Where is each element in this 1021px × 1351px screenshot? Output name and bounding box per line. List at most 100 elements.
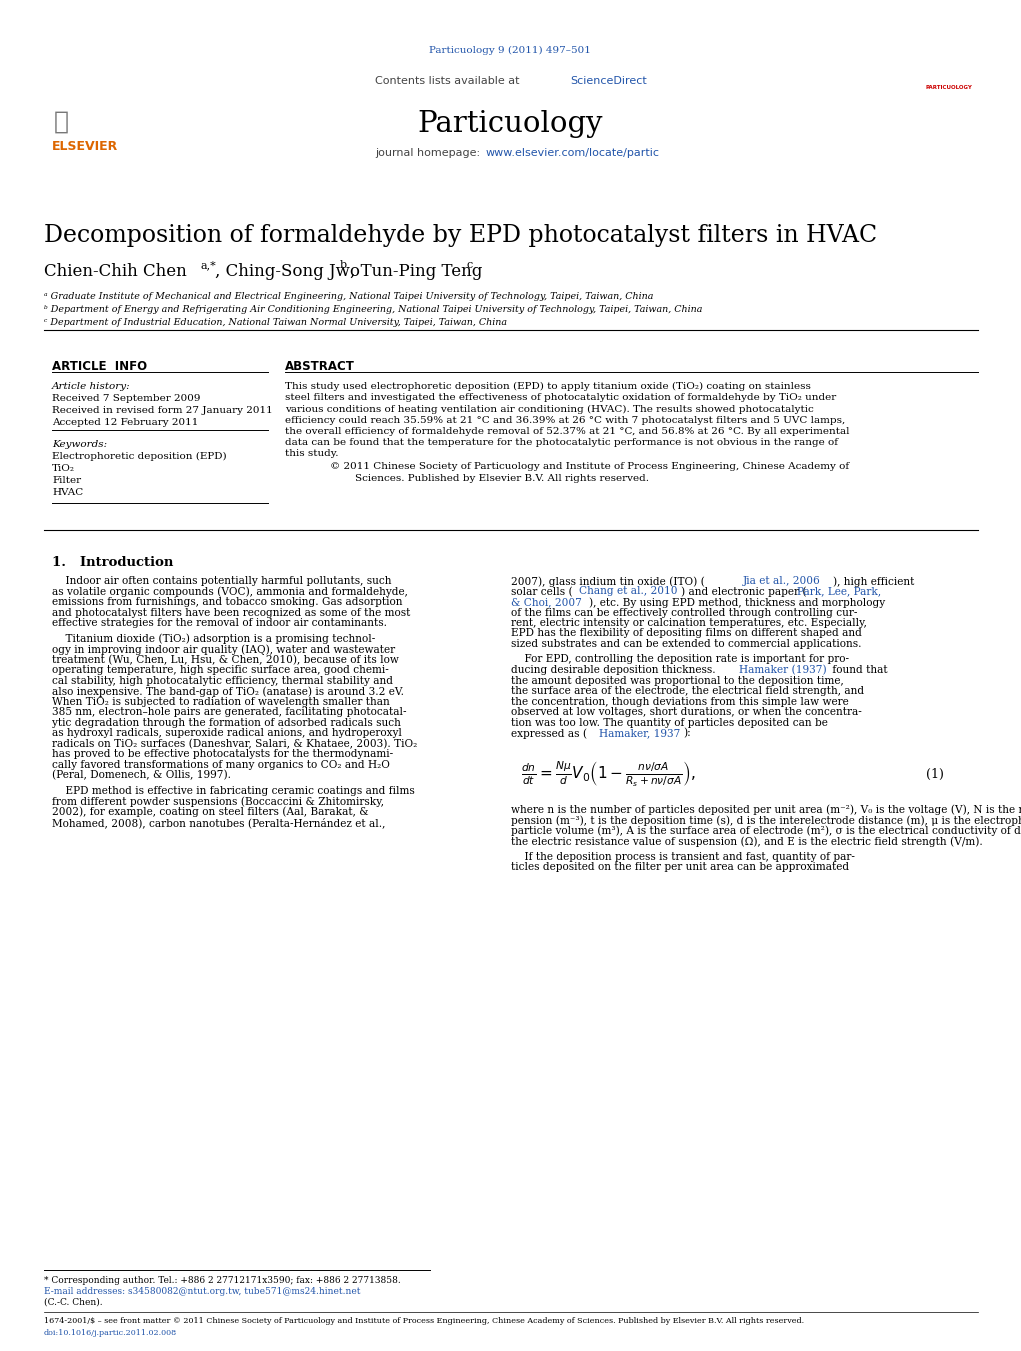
Text: Jia et al., 2006: Jia et al., 2006 (743, 576, 821, 586)
Text: Keywords:: Keywords: (52, 440, 107, 449)
Text: emissions from furnishings, and tobacco smoking. Gas adsorption: emissions from furnishings, and tobacco … (52, 597, 402, 607)
Text: ELSEVIER: ELSEVIER (52, 141, 118, 153)
Text: $\frac{dn}{dt} = \frac{N\mu}{d}V_0\left(1 - \frac{n\nu/\sigma A}{R_s + n\nu/\sig: $\frac{dn}{dt} = \frac{N\mu}{d}V_0\left(… (521, 759, 695, 789)
Text: as volatile organic compounds (VOC), ammonia and formaldehyde,: as volatile organic compounds (VOC), amm… (52, 586, 407, 597)
Text: Chang et al., 2010: Chang et al., 2010 (579, 586, 678, 597)
Text: the electric resistance value of suspension (Ω), and E is the electric field str: the electric resistance value of suspens… (510, 836, 983, 847)
Text: particle volume (m³), A is the surface area of electrode (m²), σ is the electric: particle volume (m³), A is the surface a… (510, 825, 1021, 836)
Text: as hydroxyl radicals, superoxide radical anions, and hydroperoxyl: as hydroxyl radicals, superoxide radical… (52, 728, 402, 738)
Text: , Ching-Song Jwo: , Ching-Song Jwo (215, 263, 360, 280)
Text: Received 7 September 2009: Received 7 September 2009 (52, 394, 200, 403)
Text: Hamaker, 1937: Hamaker, 1937 (599, 728, 680, 738)
Text: also inexpensive. The band-gap of TiO₂ (anatase) is around 3.2 eV.: also inexpensive. The band-gap of TiO₂ (… (52, 686, 404, 697)
Text: this study.: this study. (285, 449, 339, 458)
Text: www.elsevier.com/locate/partic: www.elsevier.com/locate/partic (486, 149, 660, 158)
Text: Park, Lee, Park,: Park, Lee, Park, (797, 586, 881, 597)
Text: ticles deposited on the filter per unit area can be approximated: ticles deposited on the filter per unit … (510, 862, 849, 871)
Text: (1): (1) (926, 767, 943, 781)
Text: b: b (340, 259, 347, 270)
Text: journal homepage:: journal homepage: (375, 149, 487, 158)
Text: Sciences. Published by Elsevier B.V. All rights reserved.: Sciences. Published by Elsevier B.V. All… (355, 474, 649, 482)
Text: the surface area of the electrode, the electrical field strength, and: the surface area of the electrode, the e… (510, 686, 864, 696)
Text: Decomposition of formaldehyde by EPD photocatalyst filters in HVAC: Decomposition of formaldehyde by EPD pho… (44, 224, 877, 247)
Text: where n is the number of particles deposited per unit area (m⁻²), V₀ is the volt: where n is the number of particles depos… (510, 804, 1021, 815)
Text: Accepted 12 February 2011: Accepted 12 February 2011 (52, 417, 198, 427)
Text: effective strategies for the removal of indoor air contaminants.: effective strategies for the removal of … (52, 617, 387, 628)
Text: Indoor air often contains potentially harmful pollutants, such: Indoor air often contains potentially ha… (52, 576, 391, 586)
Text: EPD method is effective in fabricating ceramic coatings and films: EPD method is effective in fabricating c… (52, 785, 415, 796)
Text: Particuology: Particuology (418, 109, 602, 138)
Text: ) and electronic paper (: ) and electronic paper ( (681, 586, 807, 597)
Text: This study used electrophoretic deposition (EPD) to apply titanium oxide (TiO₂) : This study used electrophoretic depositi… (285, 382, 811, 392)
Text: has proved to be effective photocatalysts for the thermodynami-: has proved to be effective photocatalyst… (52, 748, 393, 759)
Text: ), etc. By using EPD method, thickness and morphology: ), etc. By using EPD method, thickness a… (589, 597, 885, 608)
Text: the concentration, though deviations from this simple law were: the concentration, though deviations fro… (510, 697, 848, 707)
Text: from different powder suspensions (Boccaccini & Zhitomirsky,: from different powder suspensions (Bocca… (52, 796, 384, 807)
Text: ᶜ Department of Industrial Education, National Taiwan Normal University, Taipei,: ᶜ Department of Industrial Education, Na… (44, 317, 507, 327)
Text: 🌿: 🌿 (54, 109, 69, 134)
Text: operating temperature, high specific surface area, good chemi-: operating temperature, high specific sur… (52, 665, 389, 676)
Text: sized substrates and can be extended to commercial applications.: sized substrates and can be extended to … (510, 639, 862, 648)
Text: © 2011 Chinese Society of Particuology and Institute of Process Engineering, Chi: © 2011 Chinese Society of Particuology a… (330, 462, 849, 471)
Text: (Peral, Domenech, & Ollis, 1997).: (Peral, Domenech, & Ollis, 1997). (52, 770, 231, 781)
Text: data can be found that the temperature for the photocatalytic performance is not: data can be found that the temperature f… (285, 438, 838, 447)
Text: 1.   Introduction: 1. Introduction (52, 557, 174, 569)
Text: 1674-2001/$ – see front matter © 2011 Chinese Society of Particuology and Instit: 1674-2001/$ – see front matter © 2011 Ch… (44, 1317, 805, 1325)
Text: , Tun-Ping Teng: , Tun-Ping Teng (350, 263, 482, 280)
Text: Article history:: Article history: (52, 382, 131, 390)
Text: HVAC: HVAC (52, 488, 84, 497)
Text: c: c (466, 259, 473, 270)
Text: ogy in improving indoor air quality (IAQ), water and wastewater: ogy in improving indoor air quality (IAQ… (52, 644, 395, 655)
Text: Electrophoretic deposition (EPD): Electrophoretic deposition (EPD) (52, 453, 227, 461)
Text: * Corresponding author. Tel.: +886 2 27712171x3590; fax: +886 2 27713858.: * Corresponding author. Tel.: +886 2 277… (44, 1275, 401, 1285)
Text: rent, electric intensity or calcination temperatures, etc. Especially,: rent, electric intensity or calcination … (510, 617, 867, 628)
Text: ):: ): (683, 728, 691, 738)
Text: Hamaker (1937): Hamaker (1937) (739, 665, 827, 676)
Text: EPD has the flexibility of depositing films on different shaped and: EPD has the flexibility of depositing fi… (510, 628, 862, 639)
Text: the amount deposited was proportional to the deposition time,: the amount deposited was proportional to… (510, 676, 843, 685)
Text: ᵃ Graduate Institute of Mechanical and Electrical Engineering, National Taipei U: ᵃ Graduate Institute of Mechanical and E… (44, 292, 653, 301)
Text: steel filters and investigated the effectiveness of photocatalytic oxidation of : steel filters and investigated the effec… (285, 393, 836, 403)
Text: PARTICUOLOGY: PARTICUOLOGY (926, 85, 972, 91)
Text: For EPD, controlling the deposition rate is important for pro-: For EPD, controlling the deposition rate… (510, 654, 849, 665)
Text: Chien-Chih Chen: Chien-Chih Chen (44, 263, 187, 280)
Text: doi:10.1016/j.partic.2011.02.008: doi:10.1016/j.partic.2011.02.008 (44, 1329, 177, 1337)
Text: and photocatalyst filters have been recognized as some of the most: and photocatalyst filters have been reco… (52, 608, 410, 617)
Text: E-mail addresses: s34580082@ntut.org.tw, tube571@ms24.hinet.net: E-mail addresses: s34580082@ntut.org.tw,… (44, 1288, 360, 1296)
Text: 2002), for example, coating on steel filters (Aal, Barakat, &: 2002), for example, coating on steel fil… (52, 807, 369, 817)
Text: a,*: a,* (200, 259, 215, 270)
Text: ducing desirable deposition thickness.: ducing desirable deposition thickness. (510, 665, 719, 676)
Text: pension (m⁻³), t is the deposition time (s), d is the interelectrode distance (m: pension (m⁻³), t is the deposition time … (510, 815, 1021, 825)
Text: cal stability, high photocatalytic efficiency, thermal stability and: cal stability, high photocatalytic effic… (52, 676, 393, 685)
Text: found that: found that (829, 665, 887, 676)
Text: Contents lists available at: Contents lists available at (375, 76, 523, 86)
Text: the overall efficiency of formaldehyde removal of 52.37% at 21 °C, and 56.8% at : the overall efficiency of formaldehyde r… (285, 427, 849, 436)
Text: & Choi, 2007: & Choi, 2007 (510, 597, 582, 607)
Text: ScienceDirect: ScienceDirect (570, 76, 646, 86)
Text: Titanium dioxide (TiO₂) adsorption is a promising technol-: Titanium dioxide (TiO₂) adsorption is a … (52, 634, 376, 644)
Text: various conditions of heating ventilation air conditioning (HVAC). The results s: various conditions of heating ventilatio… (285, 404, 814, 413)
Text: ᵇ Department of Energy and Refrigerating Air Conditioning Engineering, National : ᵇ Department of Energy and Refrigerating… (44, 305, 702, 313)
Text: Received in revised form 27 January 2011: Received in revised form 27 January 2011 (52, 407, 273, 415)
Text: (C.-C. Chen).: (C.-C. Chen). (44, 1298, 103, 1306)
Text: ARTICLE  INFO: ARTICLE INFO (52, 359, 147, 373)
Text: of the films can be effectively controlled through controlling cur-: of the films can be effectively controll… (510, 608, 858, 617)
Text: radicals on TiO₂ surfaces (Daneshvar, Salari, & Khataee, 2003). TiO₂: radicals on TiO₂ surfaces (Daneshvar, Sa… (52, 739, 418, 748)
Text: tion was too low. The quantity of particles deposited can be: tion was too low. The quantity of partic… (510, 717, 828, 727)
Text: 2007), glass indium tin oxide (ITO) (: 2007), glass indium tin oxide (ITO) ( (510, 576, 704, 586)
Text: cally favored transformations of many organics to CO₂ and H₂O: cally favored transformations of many or… (52, 759, 390, 770)
Text: 385 nm, electron–hole pairs are generated, facilitating photocatal-: 385 nm, electron–hole pairs are generate… (52, 707, 406, 717)
Text: Particuology 9 (2011) 497–501: Particuology 9 (2011) 497–501 (429, 46, 591, 55)
Text: ), high efficient: ), high efficient (833, 576, 915, 586)
Text: treatment (Wu, Chen, Lu, Hsu, & Chen, 2010), because of its low: treatment (Wu, Chen, Lu, Hsu, & Chen, 20… (52, 654, 399, 665)
Text: efficiency could reach 35.59% at 21 °C and 36.39% at 26 °C with 7 photocatalyst : efficiency could reach 35.59% at 21 °C a… (285, 416, 845, 424)
Text: solar cells (: solar cells ( (510, 586, 573, 597)
Text: expressed as (: expressed as ( (510, 728, 587, 739)
Text: ytic degradation through the formation of adsorbed radicals such: ytic degradation through the formation o… (52, 717, 401, 727)
Text: observed at low voltages, short durations, or when the concentra-: observed at low voltages, short duration… (510, 707, 862, 717)
Text: Filter: Filter (52, 476, 81, 485)
Text: If the deposition process is transient and fast, quantity of par-: If the deposition process is transient a… (510, 851, 855, 862)
Text: When TiO₂ is subjected to radiation of wavelength smaller than: When TiO₂ is subjected to radiation of w… (52, 697, 390, 707)
Text: Mohamed, 2008), carbon nanotubes (Peralta-Hernández et al.,: Mohamed, 2008), carbon nanotubes (Peralt… (52, 817, 385, 828)
Text: ABSTRACT: ABSTRACT (285, 359, 355, 373)
